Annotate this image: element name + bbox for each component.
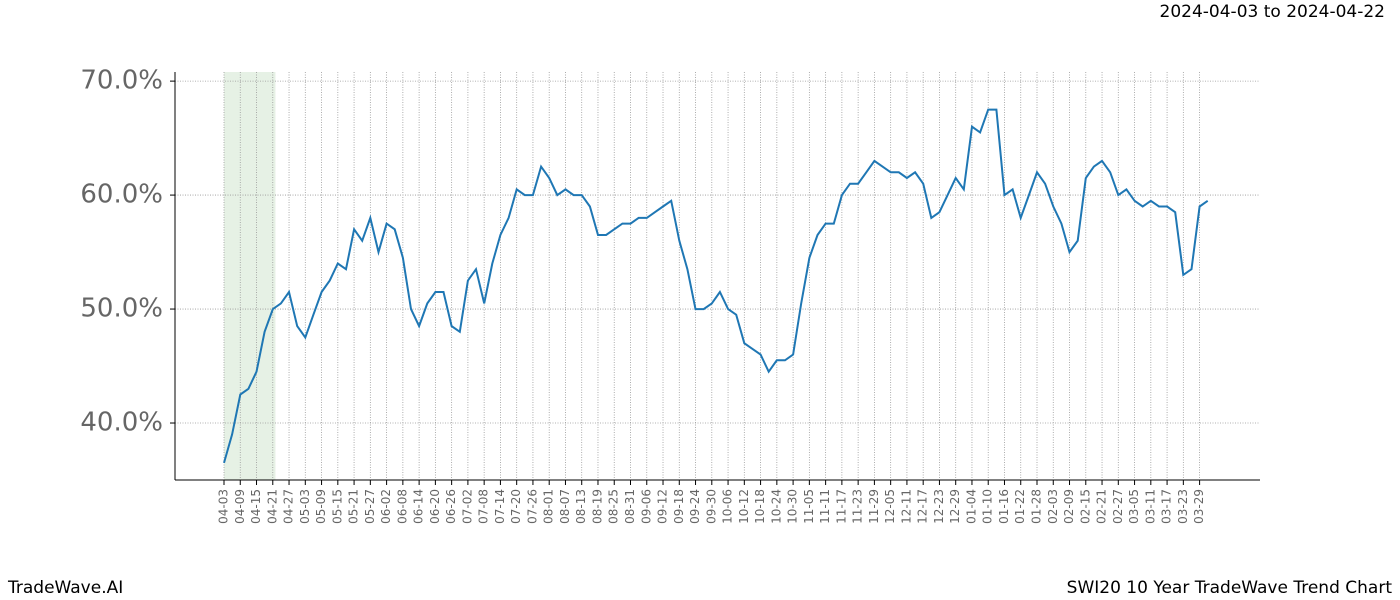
x-tick-label: 11-17 [834, 489, 848, 524]
x-tick-label: 06-08 [395, 489, 409, 524]
x-tick-label: 04-21 [265, 489, 279, 524]
trend-line [223, 108, 1209, 464]
x-tick-label: 06-26 [444, 489, 458, 524]
x-tick-label: 04-15 [249, 489, 263, 524]
x-tick-label: 09-12 [656, 489, 670, 524]
x-tick-label: 09-18 [672, 489, 686, 524]
x-tick-label: 08-13 [574, 489, 588, 524]
x-tick-label: 06-14 [412, 489, 426, 524]
x-tick-label: 07-20 [509, 489, 523, 524]
x-tick-label: 01-04 [964, 489, 978, 524]
x-tick-label: 04-03 [217, 489, 231, 524]
date-range: 2024-04-03 to 2024-04-22 [1160, 2, 1385, 22]
x-tick-label: 08-19 [590, 489, 604, 524]
x-tick-label: 04-09 [233, 489, 247, 524]
x-tick-label: 06-02 [379, 489, 393, 524]
x-tick-label: 12-17 [916, 489, 930, 524]
x-tick-label: 10-30 [786, 489, 800, 524]
x-tick-label: 05-21 [347, 489, 361, 524]
x-tick-label: 09-30 [704, 489, 718, 524]
y-tick-label: 60.0% [80, 180, 163, 210]
x-tick-label: 01-10 [981, 489, 995, 524]
brand: TradeWave.AI [7, 578, 123, 598]
x-tick-label: 08-31 [623, 489, 637, 524]
x-tick-label: 10-18 [753, 489, 767, 524]
x-tick-label: 06-20 [428, 489, 442, 524]
x-tick-label: 12-11 [899, 489, 913, 524]
x-tick-label: 04-27 [282, 489, 296, 524]
x-tick-label: 03-17 [1160, 489, 1174, 524]
x-tick-label: 10-06 [721, 489, 735, 524]
x-tick-label: 12-29 [948, 489, 962, 524]
x-tick-label: 01-22 [1013, 489, 1027, 524]
x-tick-label: 02-09 [1062, 489, 1076, 524]
chart-title: SWI20 10 Year TradeWave Trend Chart [1067, 578, 1393, 598]
x-tick-label: 08-07 [558, 489, 572, 524]
x-tick-label: 07-14 [493, 489, 507, 524]
x-tick-label: 08-25 [607, 489, 621, 524]
x-tick-label: 05-27 [363, 489, 377, 524]
y-tick-label: 50.0% [80, 294, 163, 324]
x-tick-label: 02-27 [1111, 489, 1125, 524]
x-tick-label: 02-15 [1078, 489, 1092, 524]
x-tick-label: 01-16 [997, 489, 1011, 524]
x-tick-label: 01-28 [1030, 489, 1044, 524]
x-tick-label: 05-09 [314, 489, 328, 524]
x-tick-label: 02-03 [1046, 489, 1060, 524]
x-tick-label: 12-23 [932, 489, 946, 524]
x-tick-label: 11-11 [818, 489, 832, 524]
x-tick-label: 10-24 [769, 489, 783, 524]
x-tick-label: 11-29 [867, 489, 881, 524]
x-tick-label: 02-21 [1095, 489, 1109, 524]
x-tick-label: 09-06 [639, 489, 653, 524]
y-tick-label: 70.0% [80, 66, 163, 96]
x-tick-label: 08-01 [542, 489, 556, 524]
x-tick-label: 11-23 [851, 489, 865, 524]
highlight-band [224, 72, 276, 480]
x-tick-label: 03-11 [1143, 489, 1157, 524]
x-tick-label: 07-02 [460, 489, 474, 524]
x-tick-label: 11-05 [802, 489, 816, 524]
y-tick-label: 40.0% [80, 408, 163, 438]
x-tick-label: 05-03 [298, 489, 312, 524]
x-tick-label: 07-08 [477, 489, 491, 524]
x-tick-label: 03-23 [1176, 489, 1190, 524]
x-tick-label: 07-26 [525, 489, 539, 524]
x-tick-label: 03-05 [1127, 489, 1141, 524]
x-tick-label: 09-24 [688, 489, 702, 524]
x-tick-label: 05-15 [330, 489, 344, 524]
x-tick-label: 03-29 [1192, 489, 1206, 524]
x-tick-label: 12-05 [883, 489, 897, 524]
x-tick-label: 10-12 [737, 489, 751, 524]
